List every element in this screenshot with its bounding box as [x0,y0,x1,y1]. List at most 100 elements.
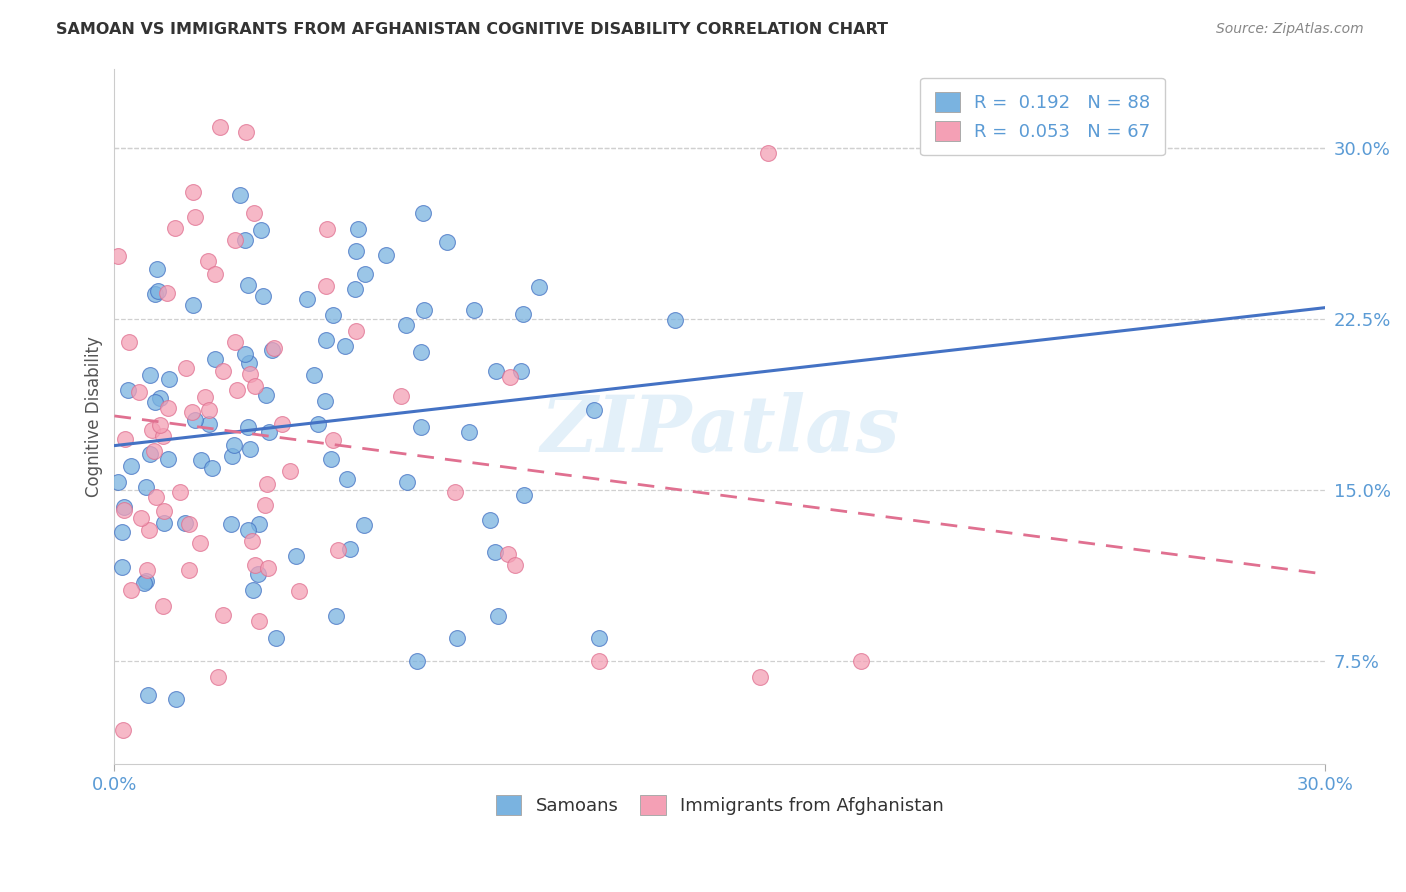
Point [344,324,367,338]
Y-axis label: Cognitive Disability: Cognitive Disability [86,335,103,497]
Point [389,389,412,403]
Point [221,516,243,531]
Point [325,608,347,623]
Point [322,308,344,322]
Point [287,584,309,599]
Point [316,221,339,235]
Point [149,418,172,433]
Point [263,341,285,355]
Point [756,145,779,160]
Point [339,542,361,557]
Point [503,558,526,572]
Point [131,510,153,524]
Point [354,267,377,281]
Point [463,302,485,317]
Point [141,423,163,437]
Point [174,360,197,375]
Point [188,536,211,550]
Point [509,364,531,378]
Point [262,343,284,357]
Point [152,428,174,442]
Point [243,378,266,392]
Point [181,298,204,312]
Point [153,504,176,518]
Point [486,608,509,623]
Point [112,500,135,514]
Point [436,235,458,250]
Point [409,345,432,359]
Point [149,391,172,405]
Point [344,282,367,296]
Point [136,563,159,577]
Point [588,632,610,646]
Point [179,563,201,577]
Point [333,339,356,353]
Point [264,632,287,646]
Point [235,125,257,139]
Point [157,452,180,467]
Point [446,632,468,646]
Point [236,419,259,434]
Point [484,545,506,559]
Point [247,567,270,582]
Point [224,335,246,350]
Point [235,233,257,247]
Point [118,334,141,349]
Point [479,513,502,527]
Point [242,582,264,597]
Point [375,248,398,262]
Point [114,432,136,446]
Point [243,206,266,220]
Point [184,210,207,224]
Point [120,582,142,597]
Point [247,517,270,532]
Point [165,691,187,706]
Point [211,364,233,378]
Point [512,307,534,321]
Text: SAMOAN VS IMMIGRANTS FROM AFGHANISTAN COGNITIVE DISABILITY CORRELATION CHART: SAMOAN VS IMMIGRANTS FROM AFGHANISTAN CO… [56,22,889,37]
Point [224,233,246,247]
Point [326,543,349,558]
Point [444,485,467,500]
Point [208,120,231,134]
Point [315,333,337,347]
Point [111,723,134,737]
Point [664,313,686,327]
Point [212,607,235,622]
Point [308,417,330,431]
Point [197,254,219,268]
Point [513,488,536,502]
Point [247,614,270,628]
Point [749,670,772,684]
Point [257,425,280,439]
Point [156,401,179,415]
Point [204,351,226,366]
Point [588,654,610,668]
Point [238,356,260,370]
Point [128,385,150,400]
Point [146,261,169,276]
Point [302,368,325,382]
Point [136,688,159,702]
Point [250,223,273,237]
Point [197,417,219,432]
Point [138,524,160,538]
Point [143,286,166,301]
Point [229,187,252,202]
Point [204,267,226,281]
Point [207,670,229,684]
Point [239,442,262,457]
Point [143,395,166,409]
Point [181,185,204,199]
Text: Source: ZipAtlas.com: Source: ZipAtlas.com [1216,22,1364,37]
Point [226,384,249,398]
Point [346,221,368,235]
Point [190,453,212,467]
Point [314,394,336,409]
Point [146,284,169,298]
Point [498,547,520,561]
Point [238,278,260,293]
Point [221,450,243,464]
Point [485,363,508,377]
Point [353,518,375,533]
